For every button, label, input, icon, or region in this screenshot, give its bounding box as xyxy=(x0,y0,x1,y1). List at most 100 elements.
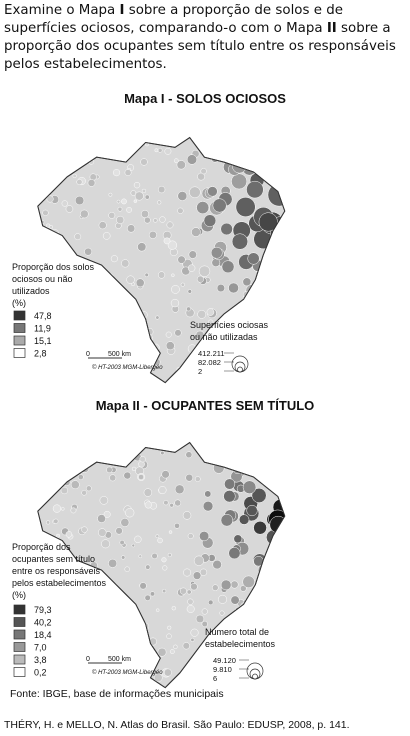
map-circle xyxy=(264,116,274,126)
legend-label: 18,4 xyxy=(34,630,52,640)
map-circle xyxy=(50,422,55,427)
map-circle xyxy=(77,325,86,334)
map-circle xyxy=(129,318,136,325)
map-circle xyxy=(55,654,64,663)
map-circle xyxy=(141,442,149,447)
map-circle xyxy=(102,444,107,449)
legend-label: 79,3 xyxy=(34,605,52,615)
map-circle xyxy=(179,587,187,595)
map-circle xyxy=(38,231,45,239)
map-circle xyxy=(220,122,226,128)
map-circle xyxy=(267,343,277,353)
map-circle xyxy=(195,614,205,624)
map-circle xyxy=(263,419,271,427)
map-circle xyxy=(44,115,51,122)
map-circle xyxy=(155,608,160,612)
map-circle xyxy=(78,306,84,312)
map-circle xyxy=(28,466,31,469)
map-circle xyxy=(46,520,51,525)
legend-label: 11,9 xyxy=(34,324,51,334)
map-circle xyxy=(177,255,186,264)
map-circle xyxy=(121,259,130,268)
map-circle xyxy=(84,426,87,429)
map-circle xyxy=(110,281,119,291)
map-circle xyxy=(130,190,137,196)
map-circle xyxy=(193,555,205,566)
credit: © HT-2003 MGM-Libergéo xyxy=(92,669,163,676)
map-circle xyxy=(77,474,84,480)
map-circle xyxy=(274,538,285,552)
map-circle xyxy=(52,429,60,437)
map-circle xyxy=(56,533,61,538)
map-circle xyxy=(55,160,61,166)
map-circle xyxy=(64,457,72,465)
map-circle xyxy=(171,606,176,611)
map-circle xyxy=(179,116,184,121)
question: Examine o Mapa I sobre a proporção de so… xyxy=(4,2,404,74)
map-circle xyxy=(152,442,159,449)
map-circle xyxy=(126,207,132,213)
map-circle xyxy=(162,589,167,594)
map-circle xyxy=(143,124,150,131)
map-circle xyxy=(224,368,232,377)
map-circle xyxy=(84,247,93,256)
map-circle xyxy=(99,496,109,505)
size-legend-label: 2 xyxy=(198,367,202,376)
map-circle xyxy=(102,232,111,240)
map-circle xyxy=(151,552,158,560)
map-circle xyxy=(177,191,188,201)
map-circle xyxy=(76,179,83,186)
map-circle xyxy=(213,462,225,474)
map-circle xyxy=(240,585,247,592)
map-circle xyxy=(64,637,71,643)
map-circle xyxy=(103,599,112,608)
text-bold: I xyxy=(119,3,125,18)
map-circle xyxy=(219,435,223,439)
map-circle xyxy=(205,128,213,136)
map-circle xyxy=(167,552,172,558)
map-circle xyxy=(191,360,196,364)
map-circle xyxy=(174,329,182,337)
map-circle xyxy=(265,682,273,688)
size-legend-title: Número total de xyxy=(205,627,269,637)
text-bold: II xyxy=(326,21,337,36)
map-circle xyxy=(123,471,132,480)
map-circle xyxy=(245,153,260,169)
legend-swatch xyxy=(13,604,26,615)
map-circle xyxy=(37,488,44,496)
map-circle xyxy=(129,622,134,627)
map-circle xyxy=(74,256,79,261)
map-circle xyxy=(212,442,219,446)
map-circle xyxy=(60,486,69,495)
map-circle xyxy=(73,370,81,378)
legend-label: 47,8 xyxy=(34,311,52,321)
map-circle xyxy=(269,308,278,318)
map-circle xyxy=(26,359,31,364)
map-circle xyxy=(100,612,108,619)
map-circle xyxy=(126,275,135,284)
map-circle xyxy=(220,222,233,236)
map-circle xyxy=(190,583,198,591)
map-circle xyxy=(140,158,148,166)
map-circle xyxy=(186,306,191,312)
map-circle xyxy=(275,463,285,475)
map-circle xyxy=(270,299,278,307)
map-circle xyxy=(220,579,232,591)
size-legend-title: estabelecimentos xyxy=(205,639,276,649)
map-circle xyxy=(256,293,269,306)
map-circle xyxy=(149,429,156,436)
map-circle xyxy=(116,305,123,312)
map-circle xyxy=(124,566,130,572)
map-circle xyxy=(260,128,268,136)
map-circle xyxy=(265,329,270,334)
map-circle xyxy=(113,618,120,625)
map-circle xyxy=(161,557,167,563)
legend-title: (%) xyxy=(12,298,26,308)
map-circle xyxy=(140,622,150,631)
map-circle xyxy=(228,282,239,294)
map-circle xyxy=(246,504,258,517)
size-legend-label: 6 xyxy=(213,674,217,683)
map-circle xyxy=(232,348,237,353)
map-circle xyxy=(253,349,263,358)
